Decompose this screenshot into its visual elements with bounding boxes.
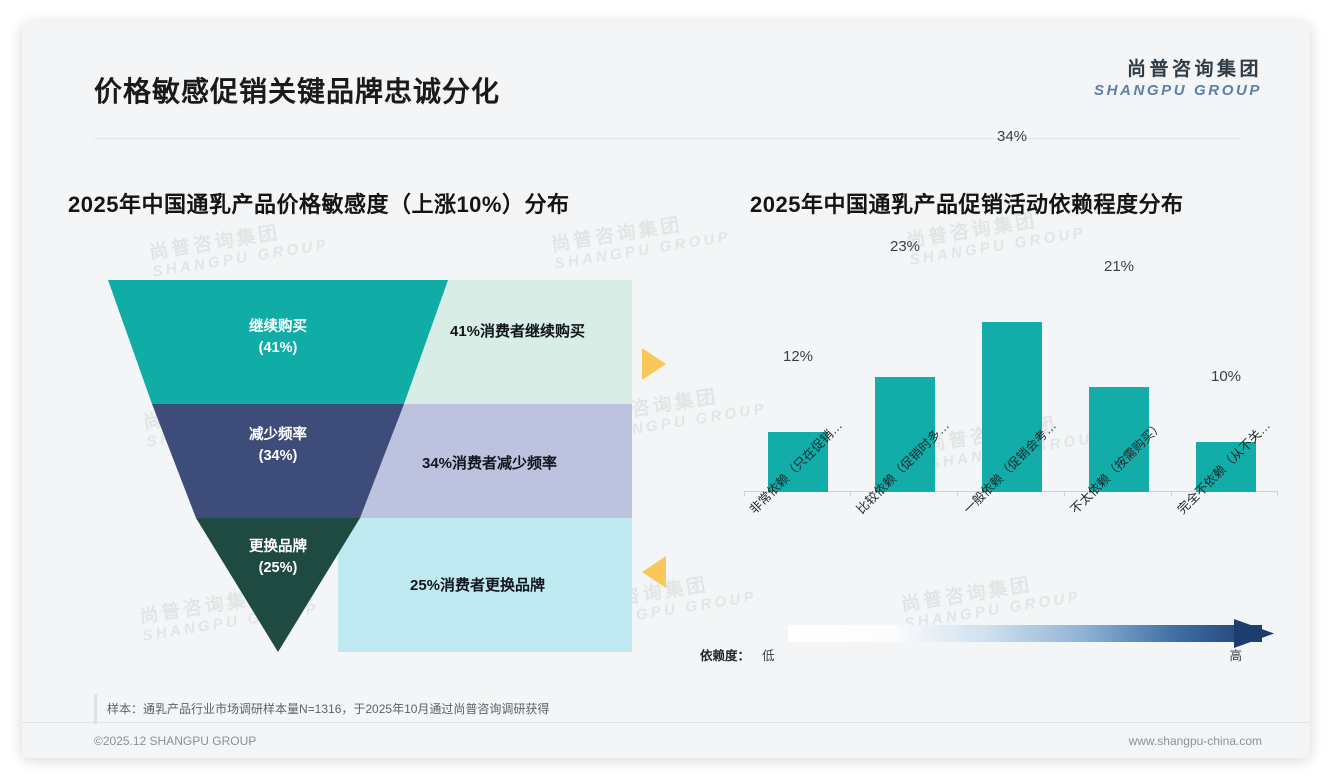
funnel-segment-1 xyxy=(152,404,404,518)
arrow-right-icon xyxy=(642,348,666,380)
bar-value-label: 23% xyxy=(889,238,921,255)
watermark: 尚普咨询集团 SHANGPU GROUP xyxy=(148,216,330,281)
bar-rect[interactable] xyxy=(1089,387,1149,492)
funnel-label-value-1: (34%) xyxy=(258,448,298,465)
axis-tick xyxy=(1171,491,1172,496)
brand-logo: 尚普咨询集团 SHANGPU GROUP xyxy=(1094,58,1262,100)
funnel-callout-2: 25%消费者更换品牌 xyxy=(410,577,546,594)
funnel-label-value-2: (25%) xyxy=(258,560,298,577)
axis-tick xyxy=(957,491,958,496)
funnel-segment-label-1: 减少频率 (34%) xyxy=(214,425,342,467)
funnel-shape xyxy=(108,280,448,652)
funnel-callout-0: 41%消费者继续购买 xyxy=(450,323,586,340)
bar-column[interactable]: 10% xyxy=(1196,368,1256,492)
slide-card: 尚普咨询集团 SHANGPU GROUP 尚普咨询集团 SHANGPU GROU… xyxy=(22,22,1310,758)
bar-column[interactable]: 12% xyxy=(768,348,828,492)
footnote-text: 样本：通乳产品行业市场调研样本量N=1316，于2025年10月通过尚普咨询调研… xyxy=(107,702,550,716)
bar-rect[interactable] xyxy=(982,322,1042,492)
watermark-cn: 尚普咨询集团 xyxy=(148,222,282,264)
funnel-label-name-2: 更换品牌 xyxy=(249,539,307,555)
footer-divider xyxy=(22,722,1310,723)
bar-column[interactable]: 21% xyxy=(1089,258,1149,492)
funnel-segment-label-0: 继续购买 (41%) xyxy=(214,317,342,359)
axis-tick xyxy=(1277,491,1278,496)
gradient-arrow-icon xyxy=(788,619,1274,648)
copyright-text: ©2025.12 SHANGPU GROUP xyxy=(94,734,257,748)
funnel-segment-label-2: 更换品牌 (25%) xyxy=(214,537,342,579)
dependency-gradient-legend: 依赖度： 低 高 xyxy=(700,617,1282,672)
funnel-segment-2 xyxy=(196,518,360,652)
bar-rect[interactable] xyxy=(1196,442,1256,492)
x-axis-category-label: 非常依赖（只在促销… xyxy=(746,418,846,517)
axis-tick xyxy=(1064,491,1065,496)
right-chart-title: 2025年中国通乳产品促销活动依赖程度分布 xyxy=(750,192,1184,217)
funnel-chart: 继续购买 (41%) 减少频率 (34%) 更换品牌 (25%) 41%消费者继… xyxy=(102,272,666,672)
website-link[interactable]: www.shangpu-china.com xyxy=(1128,734,1262,748)
logo-english-text: SHANGPU GROUP xyxy=(1094,81,1262,99)
funnel-label-name-1: 减少频率 xyxy=(249,427,307,443)
funnel-callout-1: 34%消费者减少频率 xyxy=(422,455,558,472)
header-divider xyxy=(94,138,1240,139)
watermark: 尚普咨询集团 SHANGPU GROUP xyxy=(550,208,733,273)
watermark-en: SHANGPU GROUP xyxy=(908,223,1088,269)
page-title: 价格敏感促销关键品牌忠诚分化 xyxy=(94,76,501,107)
axis-tick xyxy=(744,491,745,496)
bar-value-label: 34% xyxy=(996,128,1028,145)
bar-value-label: 10% xyxy=(1210,368,1242,385)
funnel-label-name-0: 继续购买 xyxy=(249,319,307,335)
funnel-band-2 xyxy=(338,518,632,652)
watermark-cn: 尚普咨询集团 xyxy=(550,214,684,256)
bar-plot-area: 12% 23% 34% 21% 10% xyxy=(744,128,1278,517)
arrow-left-icon xyxy=(642,556,666,588)
funnel-segment-0 xyxy=(108,280,448,404)
legend-high-label: 高 xyxy=(1229,649,1242,663)
x-axis-category-label: 完全不依赖（从不关… xyxy=(1174,418,1274,517)
watermark-en: SHANGPU GROUP xyxy=(553,227,733,273)
bar-rect[interactable] xyxy=(768,432,828,492)
slide-header: 价格敏感促销关键品牌忠诚分化 尚普咨询集团 SHANGPU GROUP xyxy=(22,22,1310,120)
bar-value-label: 12% xyxy=(782,348,814,365)
bar-column[interactable]: 34% xyxy=(982,128,1042,492)
left-chart-title: 2025年中国通乳产品价格敏感度（上涨10%）分布 xyxy=(68,192,570,217)
bar-column[interactable]: 23% xyxy=(875,238,935,492)
bar-rect[interactable] xyxy=(875,377,935,492)
logo-chinese-text: 尚普咨询集团 xyxy=(1126,59,1262,80)
axis-tick xyxy=(850,491,851,496)
slide-footer: ©2025.12 SHANGPU GROUP www.shangpu-china… xyxy=(22,722,1310,758)
footnote-box: 样本：通乳产品行业市场调研样本量N=1316，于2025年10月通过尚普咨询调研… xyxy=(94,694,647,724)
bar-value-label: 21% xyxy=(1103,258,1135,275)
funnel-label-value-0: (41%) xyxy=(258,340,298,357)
bar-chart: 12% 23% 34% 21% 10% xyxy=(700,128,1282,672)
legend-title: 依赖度： xyxy=(700,649,751,663)
legend-low-label: 低 xyxy=(762,649,775,663)
